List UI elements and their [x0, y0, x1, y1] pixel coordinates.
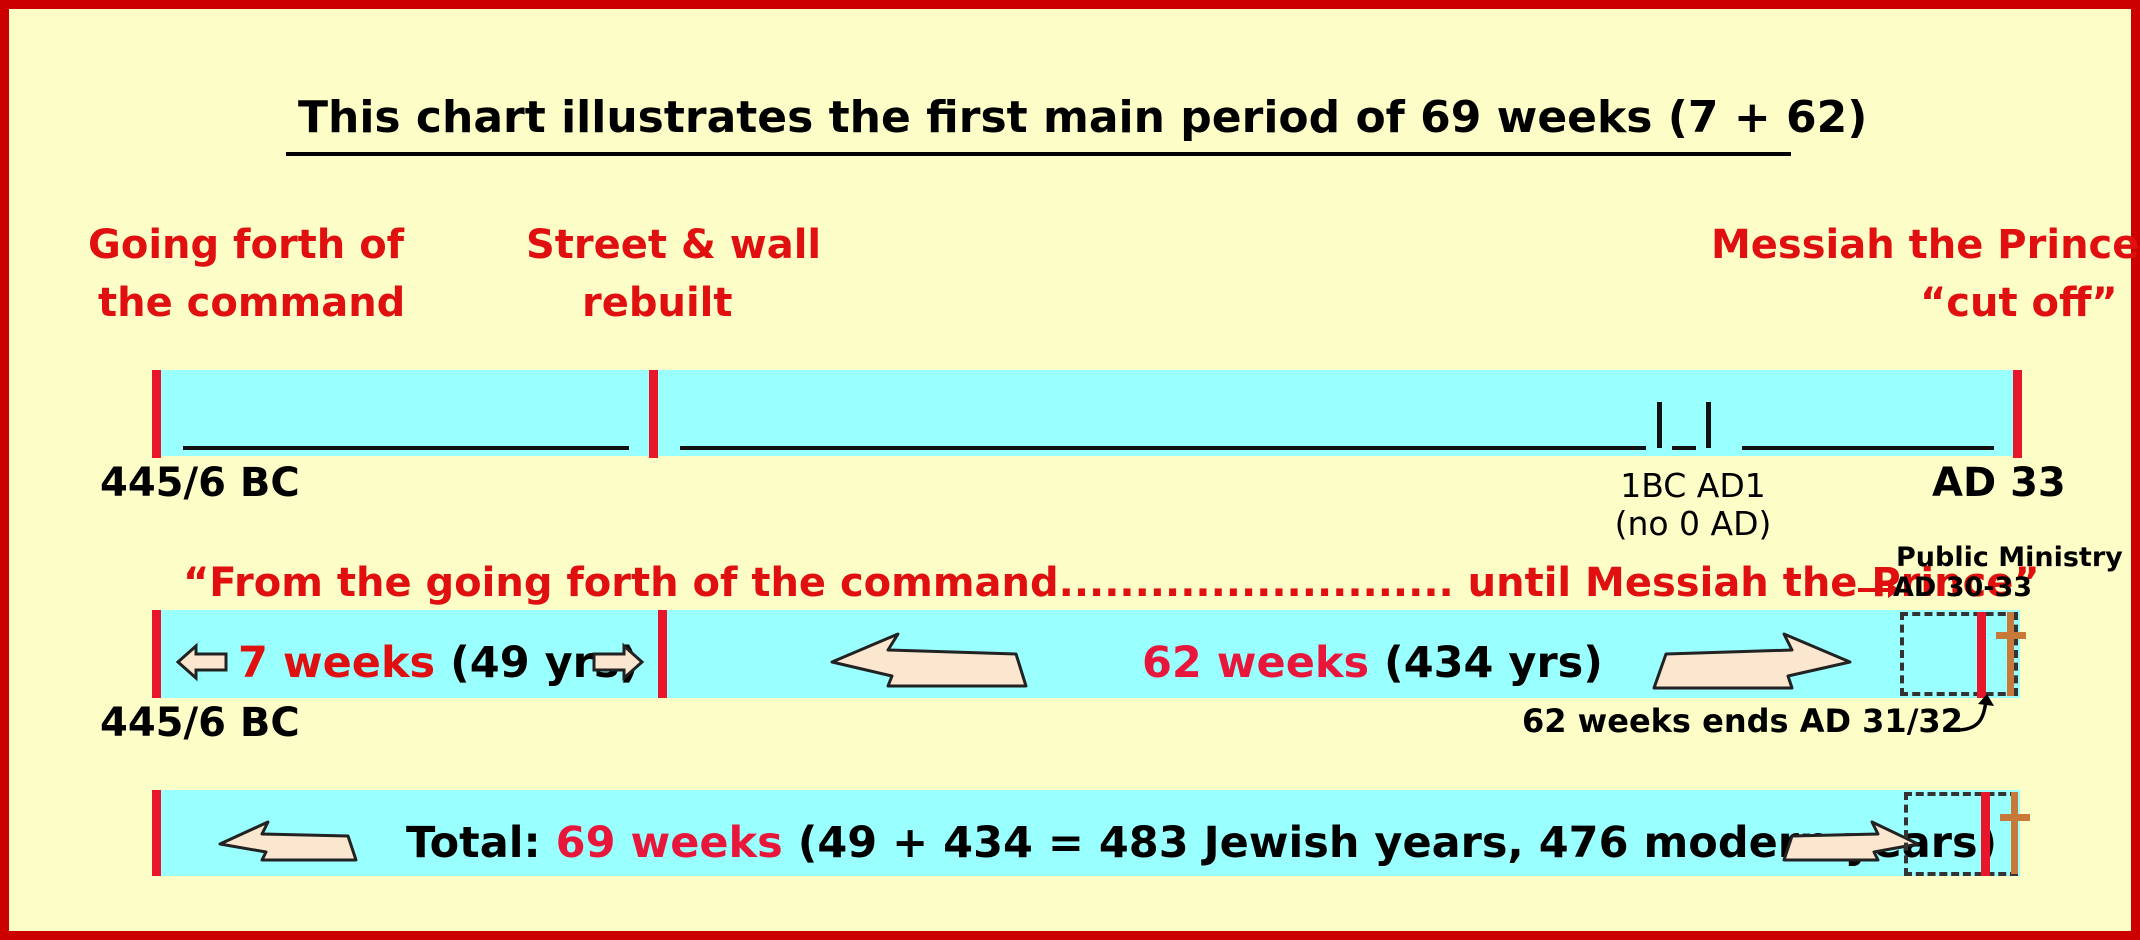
timeline-start-date: 445/6 BC: [100, 460, 300, 506]
timeline-end-date: AD 33: [1932, 460, 2066, 506]
weeks-start-date: 445/6 BC: [100, 700, 300, 746]
sixty-two-weeks-end-note: 62 weeks ends AD 31/32: [1522, 702, 1963, 740]
timeline-marker-1bc: [1657, 402, 1662, 448]
total-label: Total: 69 weeks (49 + 434 = 483 Jewish y…: [406, 818, 1998, 868]
timeline-bc-ad-line2: (no 0 AD): [1614, 504, 1772, 543]
total-dashed-box: [1904, 792, 2018, 876]
timeline-marker-ad1: [1706, 402, 1711, 448]
right-arrow-icon: [1782, 820, 1920, 862]
timeline-tick-end: [2013, 370, 2022, 458]
timeline-tick-street: [649, 370, 658, 458]
public-ministry-line2: AD 30-33: [1893, 572, 2033, 603]
label-command-line2: the command: [98, 280, 406, 326]
weeks-tick-start: [152, 610, 161, 698]
right-arrow-icon: [1858, 582, 1900, 598]
label-street-line1: Street & wall: [526, 222, 822, 268]
left-arrow-icon: [175, 642, 228, 682]
label-command-line1: Going forth of: [88, 222, 405, 268]
sixty-two-weeks-label: 62 weeks (434 yrs): [1142, 638, 1603, 688]
timeline-band: [152, 370, 2020, 456]
public-ministry-dashed-box: [1900, 612, 2018, 696]
timeline-tick-start: [152, 370, 161, 458]
seven-weeks-label: 7 weeks (49 yrs): [238, 638, 640, 688]
timeline-underline-1: [183, 446, 629, 450]
weeks-tick-end: [1977, 612, 1986, 698]
total-band: [152, 790, 2020, 876]
timeline-underline-4: [1742, 446, 1994, 450]
right-arrow-icon: [592, 642, 645, 682]
timeline-bc-ad-line1: 1BC AD1: [1620, 466, 1766, 505]
weeks-tick-seven: [658, 610, 667, 698]
left-arrow-icon: [218, 820, 358, 862]
curved-arrow-icon: [1955, 694, 1994, 732]
public-ministry-line1: Public Ministry: [1896, 542, 2123, 573]
total-tick-end: [1981, 792, 1990, 876]
timeline-underline-3: [1672, 446, 1696, 450]
total-tick-start: [152, 790, 161, 876]
label-messiah-line2: “cut off”: [1920, 280, 2118, 326]
prophecy-quote: “From the going forth of the command....…: [183, 560, 2040, 606]
label-messiah-line1: Messiah the Prince: [1711, 222, 2140, 268]
right-arrow-icon: [1652, 632, 1852, 690]
timeline-underline-2: [680, 446, 1646, 450]
title-underline: [286, 152, 1791, 156]
label-street-line2: rebuilt: [582, 280, 733, 326]
left-arrow-icon: [830, 632, 1028, 688]
chart-title: This chart illustrates the first main pe…: [298, 92, 1868, 143]
